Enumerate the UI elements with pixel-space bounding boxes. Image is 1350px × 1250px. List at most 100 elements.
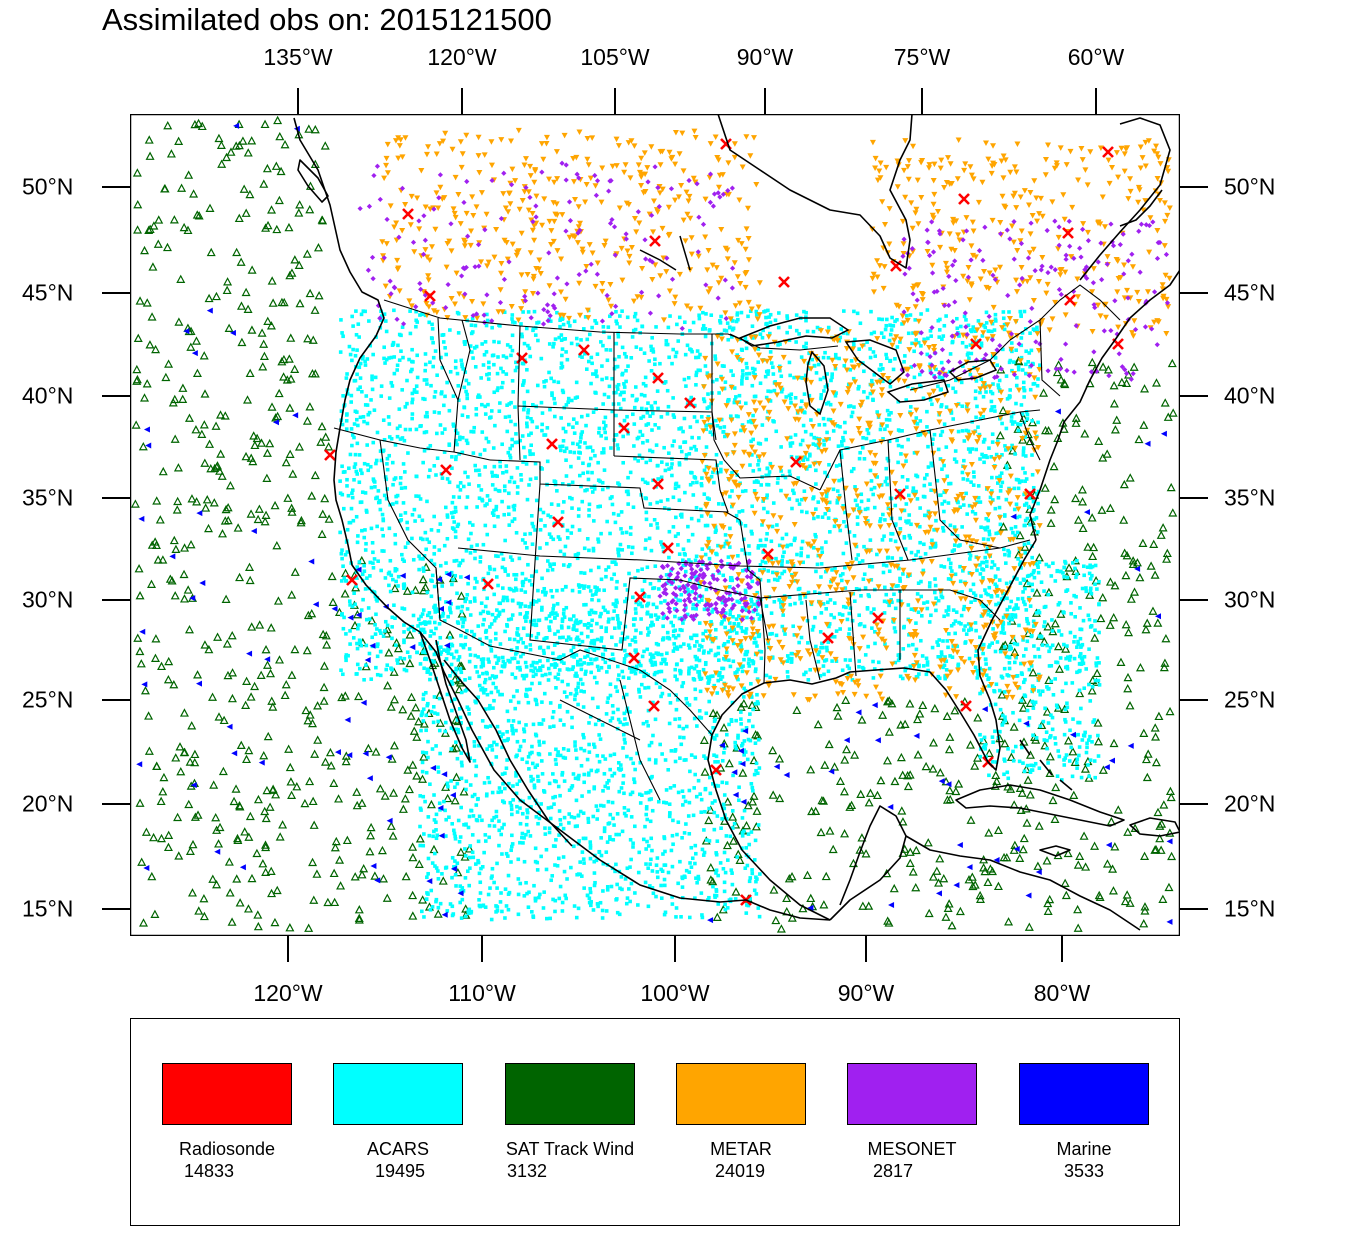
sat-track-wind-marker	[1051, 782, 1061, 792]
acars-marker	[712, 827, 717, 832]
acars-marker	[464, 378, 469, 383]
acars-marker	[730, 319, 735, 323]
sat-track-wind-marker	[1056, 375, 1066, 384]
acars-marker	[970, 509, 975, 514]
sat-track-wind-marker	[456, 591, 466, 600]
acars-marker	[469, 544, 474, 549]
acars-marker	[1013, 525, 1018, 529]
sat-track-wind-marker	[265, 802, 275, 811]
sat-track-wind-marker	[389, 667, 399, 676]
sat-track-wind-marker	[302, 249, 312, 258]
acars-marker	[925, 409, 929, 414]
sat-track-wind-marker	[752, 806, 762, 815]
acars-marker	[669, 465, 674, 470]
acars-marker	[533, 326, 538, 330]
sat-track-wind-marker	[173, 812, 183, 822]
acars-marker	[932, 590, 937, 595]
acars-marker	[440, 365, 445, 370]
acars-marker	[692, 444, 697, 449]
acars-marker	[596, 646, 601, 651]
acars-marker	[457, 398, 461, 403]
acars-marker	[409, 369, 413, 374]
acars-marker	[506, 450, 511, 455]
sat-track-wind-marker	[151, 634, 161, 643]
acars-marker	[959, 622, 963, 626]
acars-marker	[470, 350, 474, 354]
acars-marker	[806, 678, 811, 682]
acars-marker	[354, 309, 358, 313]
sat-track-wind-marker	[924, 908, 934, 918]
acars-marker	[848, 404, 853, 408]
acars-marker	[885, 424, 889, 428]
acars-marker	[799, 553, 803, 558]
acars-marker	[1021, 600, 1026, 604]
acars-marker	[566, 396, 571, 401]
acars-marker	[526, 829, 531, 834]
acars-marker	[536, 588, 540, 593]
acars-marker	[1024, 608, 1029, 612]
acars-marker	[926, 444, 930, 449]
acars-marker	[467, 855, 472, 860]
acars-marker	[594, 369, 598, 373]
acars-marker	[777, 311, 781, 315]
acars-marker	[700, 327, 705, 331]
acars-marker	[492, 508, 496, 513]
acars-marker	[415, 390, 419, 394]
acars-marker	[844, 541, 849, 545]
acars-marker	[502, 310, 507, 315]
sat-track-wind-marker	[206, 247, 216, 257]
acars-marker	[573, 396, 578, 400]
acars-marker	[726, 337, 731, 342]
acars-marker	[352, 435, 356, 440]
acars-marker	[485, 318, 490, 323]
acars-marker	[987, 529, 992, 534]
acars-marker	[523, 590, 528, 594]
acars-marker	[829, 378, 833, 383]
acars-marker	[900, 474, 905, 479]
acars-marker	[885, 317, 889, 322]
acars-marker	[448, 608, 452, 612]
acars-marker	[695, 724, 699, 728]
acars-marker	[569, 531, 574, 535]
sat-track-wind-marker	[1040, 483, 1050, 492]
sat-track-wind-marker	[768, 790, 778, 799]
acars-marker	[650, 406, 654, 411]
acars-marker	[401, 583, 406, 587]
acars-marker	[649, 348, 654, 353]
acars-marker	[626, 808, 631, 813]
acars-marker	[600, 450, 604, 455]
acars-marker	[814, 534, 818, 539]
acars-marker	[590, 597, 594, 602]
acars-marker	[784, 532, 789, 537]
sat-track-wind-marker	[275, 655, 285, 664]
acars-marker	[1031, 509, 1035, 513]
acars-marker	[515, 466, 520, 470]
acars-marker	[866, 498, 871, 502]
acars-marker	[487, 365, 491, 370]
acars-marker	[946, 605, 951, 609]
acars-marker	[1002, 322, 1007, 327]
acars-marker	[479, 657, 484, 662]
acars-marker	[465, 396, 470, 401]
sat-track-wind-marker	[751, 702, 761, 711]
acars-marker	[644, 806, 649, 811]
sat-track-wind-marker	[310, 470, 320, 480]
acars-marker	[589, 608, 594, 613]
sat-track-wind-marker	[1165, 786, 1175, 796]
acars-marker	[545, 426, 550, 430]
acars-marker	[659, 415, 664, 419]
acars-marker	[558, 549, 563, 554]
sat-track-wind-marker	[1004, 917, 1014, 926]
acars-marker	[578, 809, 583, 814]
acars-marker	[509, 419, 513, 424]
acars-marker	[866, 644, 870, 649]
acars-marker	[980, 334, 985, 338]
sat-track-wind-marker	[1122, 890, 1132, 899]
acars-marker	[768, 350, 773, 354]
acars-marker	[780, 554, 785, 559]
sat-track-wind-marker	[947, 921, 957, 930]
acars-marker	[432, 793, 436, 797]
acars-marker	[521, 383, 525, 387]
acars-marker	[756, 480, 760, 484]
acars-marker	[483, 707, 488, 711]
